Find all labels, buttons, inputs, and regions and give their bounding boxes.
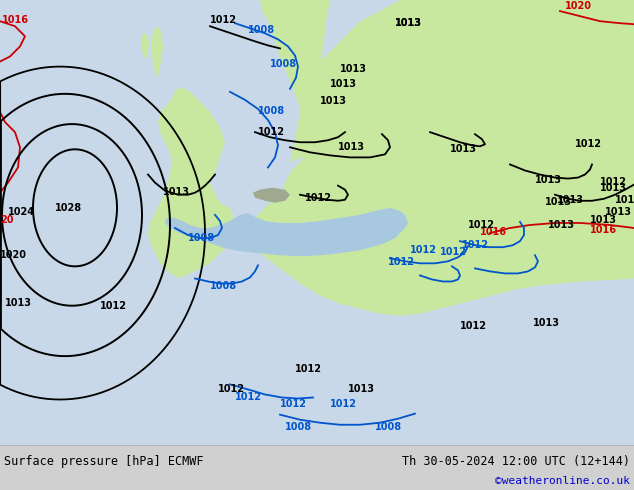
Text: 1013: 1013 — [395, 18, 422, 28]
Text: 1013: 1013 — [320, 96, 347, 106]
Polygon shape — [260, 0, 330, 172]
Text: 1012: 1012 — [280, 398, 307, 409]
Text: 1013: 1013 — [340, 64, 367, 74]
Text: 1012: 1012 — [210, 15, 237, 25]
Text: 1016: 1016 — [480, 227, 507, 237]
Text: 1013: 1013 — [615, 195, 634, 205]
Text: 1008: 1008 — [270, 59, 297, 69]
Text: 1020: 1020 — [0, 250, 27, 260]
Text: 1013: 1013 — [600, 183, 627, 193]
Text: ©weatheronline.co.uk: ©weatheronline.co.uk — [495, 476, 630, 486]
Text: 1013: 1013 — [545, 197, 572, 207]
Text: 1008: 1008 — [375, 422, 402, 432]
Text: 1013: 1013 — [330, 79, 357, 89]
Text: 1013: 1013 — [450, 145, 477, 154]
Text: 1008: 1008 — [258, 106, 285, 116]
Text: 1013: 1013 — [163, 187, 190, 196]
Text: 1013: 1013 — [605, 207, 632, 217]
Polygon shape — [141, 33, 149, 58]
Text: 1012: 1012 — [462, 240, 489, 250]
Text: 1013: 1013 — [5, 298, 32, 308]
Text: 1013: 1013 — [395, 18, 422, 28]
Polygon shape — [100, 0, 634, 445]
Text: 1012: 1012 — [305, 193, 332, 203]
Polygon shape — [151, 26, 163, 76]
Text: 20: 20 — [0, 215, 13, 225]
Text: 1013: 1013 — [338, 142, 365, 152]
Text: 1012: 1012 — [440, 247, 467, 257]
Text: 1012: 1012 — [468, 220, 495, 230]
Text: 1008: 1008 — [285, 422, 312, 432]
Polygon shape — [165, 208, 408, 256]
Text: 1012: 1012 — [575, 139, 602, 149]
Text: 1013: 1013 — [557, 195, 584, 205]
Text: 1012: 1012 — [235, 392, 262, 401]
Text: 1012: 1012 — [600, 176, 627, 187]
Text: Surface pressure [hPa] ECMWF: Surface pressure [hPa] ECMWF — [4, 455, 204, 468]
Text: 1016: 1016 — [2, 15, 29, 25]
Text: 1016: 1016 — [590, 225, 617, 235]
Text: 1012: 1012 — [258, 127, 285, 137]
Text: 1008: 1008 — [248, 25, 275, 35]
Text: 1012: 1012 — [218, 385, 245, 394]
Text: 1012: 1012 — [388, 257, 415, 268]
Text: 1013: 1013 — [348, 385, 375, 394]
Text: 1012: 1012 — [100, 301, 127, 311]
Text: 1020: 1020 — [565, 1, 592, 11]
Text: 1008: 1008 — [188, 233, 215, 243]
Text: 1012: 1012 — [410, 245, 437, 255]
Text: Th 30-05-2024 12:00 UTC (12+144): Th 30-05-2024 12:00 UTC (12+144) — [402, 455, 630, 468]
Text: 1028: 1028 — [55, 203, 82, 213]
Text: 1008: 1008 — [210, 281, 237, 291]
Text: 1013: 1013 — [548, 220, 575, 230]
Text: 1024: 1024 — [8, 207, 35, 217]
Text: 1012: 1012 — [295, 364, 322, 374]
Text: 1012: 1012 — [330, 398, 357, 409]
Polygon shape — [253, 188, 290, 203]
Text: 1013: 1013 — [533, 318, 560, 328]
Text: 1012: 1012 — [460, 321, 487, 331]
Text: 1013: 1013 — [590, 215, 617, 225]
Text: 1013: 1013 — [535, 174, 562, 185]
